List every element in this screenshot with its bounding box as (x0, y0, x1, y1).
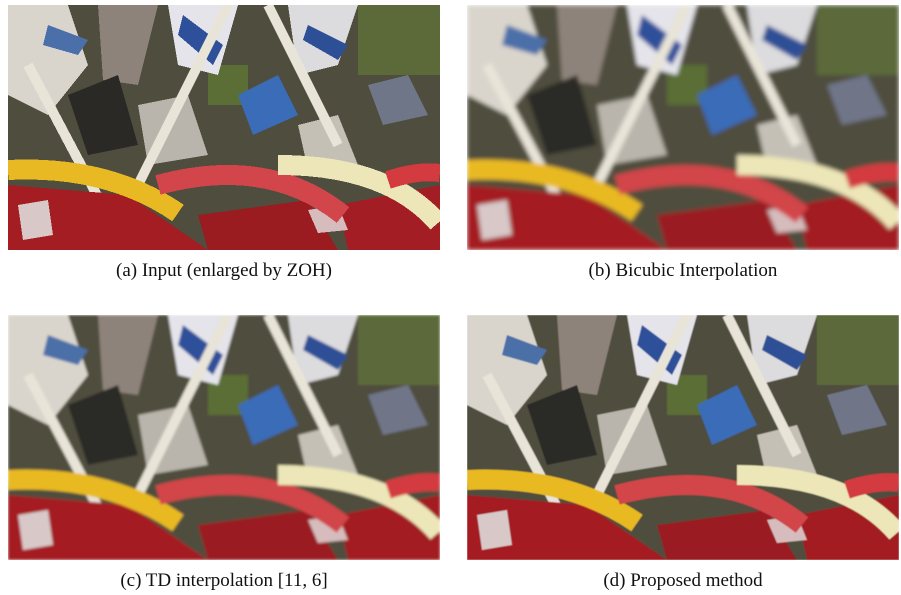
image-b (467, 5, 899, 250)
panel-c: (c) TD interpolation [11, 6] (8, 315, 440, 592)
caption: (a) Input (enlarged by ZOH) (8, 260, 440, 282)
image-a (8, 5, 440, 250)
image-c (8, 315, 440, 560)
panel-d: (d) Proposed method (467, 315, 899, 592)
caption: (c) TD interpolation [11, 6] (8, 570, 440, 592)
page: (a) Input (enlarged by ZOH) (b) Bicubic … (0, 0, 901, 595)
panel-b: (b) Bicubic Interpolation (467, 5, 899, 282)
caption: (b) Bicubic Interpolation (467, 260, 899, 282)
image-d (467, 315, 899, 560)
caption: (d) Proposed method (467, 570, 899, 592)
panel-a: (a) Input (enlarged by ZOH) (8, 5, 440, 282)
